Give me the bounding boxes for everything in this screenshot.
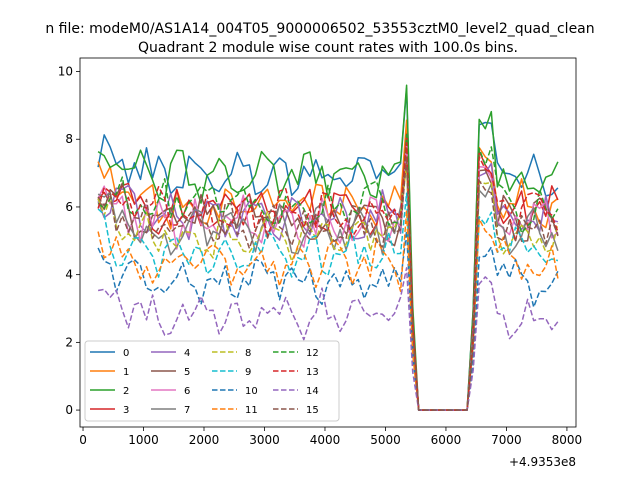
series-line-12 [97,134,559,411]
series-line-5 [97,142,559,411]
x-tick-label: 6000 [431,433,462,447]
legend-label-8: 8 [245,348,251,359]
legend-label-15: 15 [306,405,319,416]
y-tick-label: 4 [65,268,73,282]
y-tick-label: 0 [65,403,73,417]
axes-frame [79,57,577,428]
x-tick-label: 0 [79,433,87,447]
legend-label-6: 6 [184,386,190,397]
series-line-0 [97,87,559,411]
legend-box [84,340,340,422]
series-group [97,84,559,411]
legend-label-7: 7 [184,405,190,416]
legend-label-0: 0 [123,348,129,359]
figure-suptitle: n file: modeM0/AS1A14_004T05_9000006502_… [45,21,594,37]
legend-label-14: 14 [306,386,319,397]
series-line-15 [97,155,559,411]
legend-label-2: 2 [123,386,129,397]
series-line-6 [97,145,559,411]
legend-label-12: 12 [306,348,319,359]
series-line-10 [97,230,559,411]
x-tick-label: 3000 [249,433,280,447]
legend-label-11: 11 [245,405,258,416]
x-tick-label: 5000 [370,433,401,447]
legend-label-10: 10 [245,386,258,397]
series-line-14 [97,267,559,411]
series-line-2 [97,84,559,411]
legend-label-5: 5 [184,367,190,378]
y-tick-label: 8 [65,132,73,146]
legend-label-9: 9 [245,367,251,378]
x-tick-label: 1000 [128,433,159,447]
series-line-13 [97,141,559,411]
legend-label-13: 13 [306,367,319,378]
x-tick-label: 4000 [310,433,341,447]
y-tick-label: 6 [65,200,73,214]
y-tick-label: 10 [58,65,73,79]
x-tick-label: 2000 [189,433,220,447]
legend-label-4: 4 [184,348,190,359]
chart-title: Quadrant 2 module wise count rates with … [138,40,518,56]
series-line-7 [97,160,559,411]
x-tick-label: 7000 [491,433,522,447]
legend-label-3: 3 [123,405,129,416]
series-line-8 [97,163,559,411]
y-tick-label: 2 [65,335,73,349]
series-line-11 [97,209,559,411]
plot-area: 0 1000 2000 3000 4000 5000 6000 7000 80000246810… [58,57,583,447]
x-offset-label: +4.9353e8 [509,455,576,469]
legend-label-1: 1 [123,367,129,378]
x-tick-label: 8000 [552,433,583,447]
